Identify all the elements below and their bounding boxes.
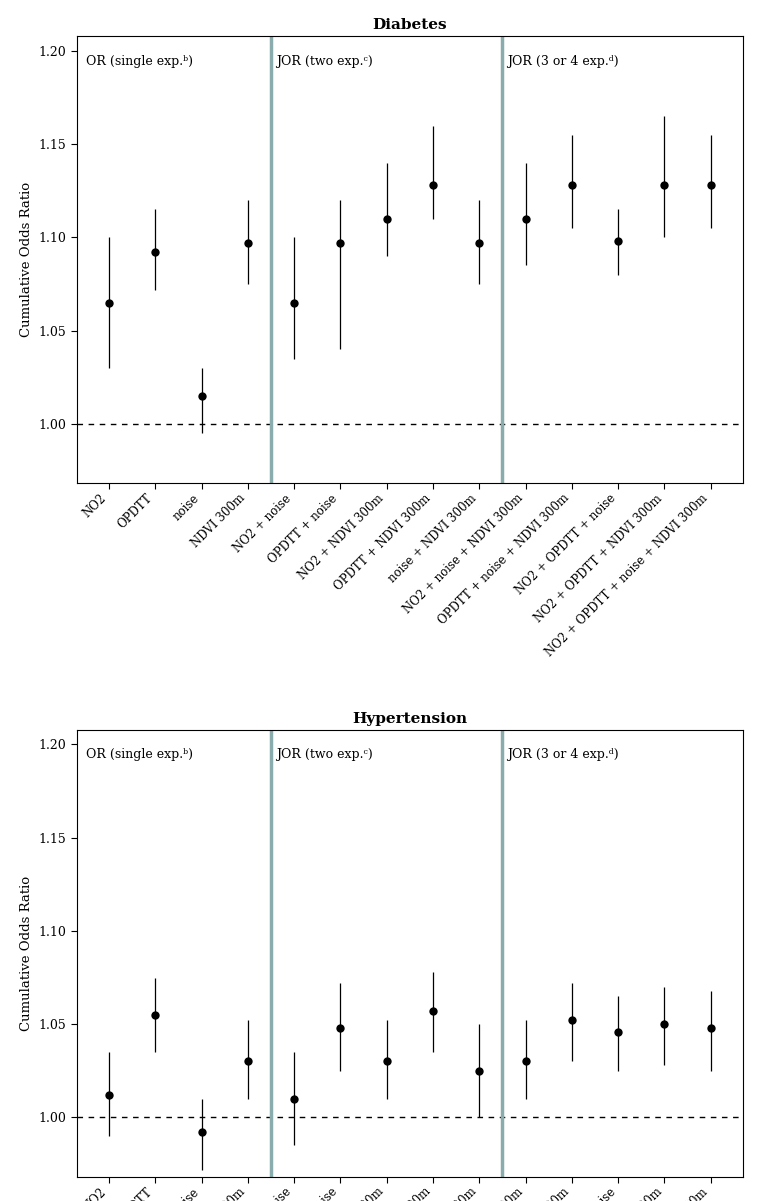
Title: Diabetes: Diabetes bbox=[372, 18, 447, 32]
Y-axis label: Cumulative Odds Ratio: Cumulative Odds Ratio bbox=[20, 876, 33, 1030]
Text: OR (single exp.ᵇ): OR (single exp.ᵇ) bbox=[86, 748, 193, 761]
Text: OR (single exp.ᵇ): OR (single exp.ᵇ) bbox=[86, 55, 193, 67]
Text: JOR (two exp.ᶜ): JOR (two exp.ᶜ) bbox=[276, 55, 372, 67]
Title: Hypertension: Hypertension bbox=[352, 712, 467, 725]
Y-axis label: Cumulative Odds Ratio: Cumulative Odds Ratio bbox=[20, 183, 33, 337]
Text: JOR (two exp.ᶜ): JOR (two exp.ᶜ) bbox=[276, 748, 372, 761]
Text: JOR (3 or 4 exp.ᵈ): JOR (3 or 4 exp.ᵈ) bbox=[507, 748, 619, 761]
Text: JOR (3 or 4 exp.ᵈ): JOR (3 or 4 exp.ᵈ) bbox=[507, 55, 619, 67]
